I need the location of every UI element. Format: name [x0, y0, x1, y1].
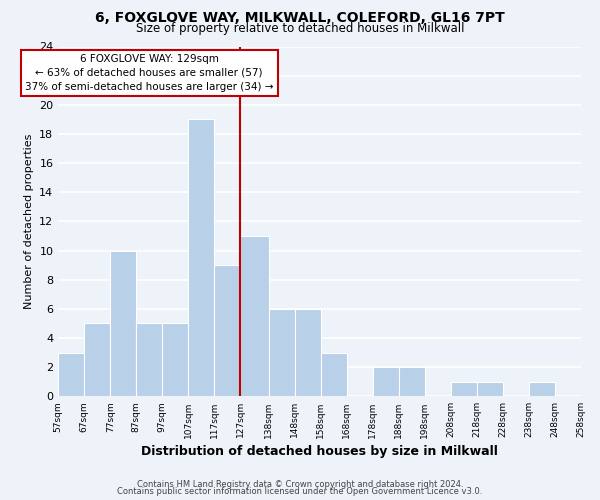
Bar — [136, 324, 162, 396]
Bar — [398, 367, 425, 396]
Bar — [240, 236, 269, 396]
Text: Contains public sector information licensed under the Open Government Licence v3: Contains public sector information licen… — [118, 487, 482, 496]
Text: Contains HM Land Registry data © Crown copyright and database right 2024.: Contains HM Land Registry data © Crown c… — [137, 480, 463, 489]
Bar — [451, 382, 476, 396]
Text: 6, FOXGLOVE WAY, MILKWALL, COLEFORD, GL16 7PT: 6, FOXGLOVE WAY, MILKWALL, COLEFORD, GL1… — [95, 11, 505, 25]
Bar — [529, 382, 554, 396]
Bar — [84, 324, 110, 396]
X-axis label: Distribution of detached houses by size in Milkwall: Distribution of detached houses by size … — [141, 444, 498, 458]
Bar — [110, 250, 136, 396]
Bar — [188, 120, 214, 396]
Bar — [476, 382, 503, 396]
Y-axis label: Number of detached properties: Number of detached properties — [23, 134, 34, 309]
Bar — [269, 309, 295, 396]
Text: 6 FOXGLOVE WAY: 129sqm
← 63% of detached houses are smaller (57)
37% of semi-det: 6 FOXGLOVE WAY: 129sqm ← 63% of detached… — [25, 54, 274, 92]
Bar — [295, 309, 320, 396]
Bar — [373, 367, 398, 396]
Bar — [320, 352, 347, 397]
Text: Size of property relative to detached houses in Milkwall: Size of property relative to detached ho… — [136, 22, 464, 35]
Bar — [162, 324, 188, 396]
Bar — [58, 352, 84, 397]
Bar — [214, 265, 240, 396]
